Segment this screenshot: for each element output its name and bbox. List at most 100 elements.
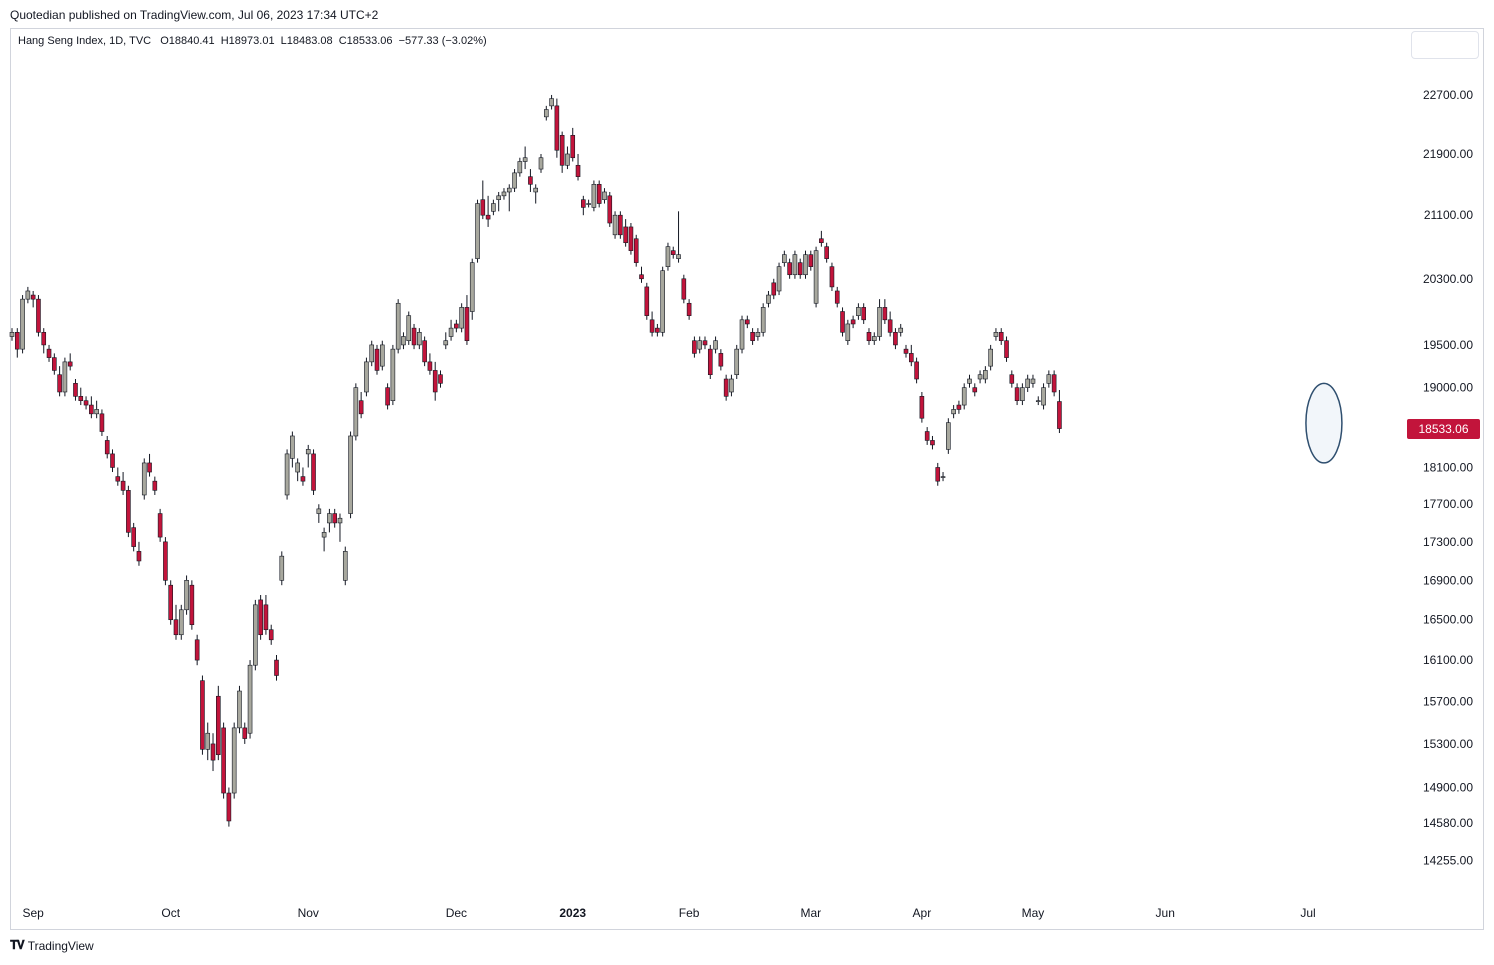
candle-up <box>448 327 454 337</box>
price-scale-button[interactable] <box>1411 31 1479 59</box>
x-tick-label: Jul <box>1300 906 1315 920</box>
brand-label: TradingView <box>27 938 94 953</box>
time-axis: Sep Oct Nov Dec 2023 Feb Mar Apr May Jun Jul <box>22 906 1315 920</box>
candle-down <box>1051 374 1057 393</box>
candle-up <box>475 203 480 259</box>
candle-down <box>1004 340 1009 358</box>
candle-up <box>512 172 517 189</box>
candle-down <box>919 396 925 419</box>
candle-down <box>274 659 279 676</box>
candle-down <box>157 513 163 538</box>
candle-up <box>417 332 422 346</box>
candle-up <box>62 361 68 393</box>
y-tick-label: 21900.00 <box>1423 147 1473 161</box>
candle-up <box>871 336 877 342</box>
candle-down <box>268 629 274 641</box>
candle-down <box>866 332 872 342</box>
candle-down <box>554 105 560 151</box>
candle-down <box>136 551 142 562</box>
x-tick-label: Oct <box>161 906 180 920</box>
y-tick-label: 21100.00 <box>1424 208 1473 222</box>
candle-down <box>194 639 200 661</box>
candle-down <box>163 541 168 581</box>
candle-down <box>829 266 835 288</box>
candle-up <box>951 409 956 415</box>
candle-up <box>406 315 412 342</box>
candle-down <box>99 413 105 432</box>
tradingview-logo-icon: 𝐓𝐕 <box>10 938 25 952</box>
y-tick-label: 14900.00 <box>1423 781 1473 795</box>
candle-down <box>850 319 856 325</box>
candle-up <box>766 294 771 304</box>
candle-down <box>570 135 576 159</box>
candle-down <box>427 361 433 371</box>
candle-up <box>845 323 851 342</box>
candle-up <box>316 508 322 514</box>
y-tick-label: 16100.00 <box>1423 653 1473 667</box>
x-tick-label: Mar <box>800 906 821 920</box>
candle-down <box>173 619 179 636</box>
candle-down <box>607 195 613 224</box>
candle-up <box>533 187 539 193</box>
candle-down <box>464 307 470 342</box>
footer-brand[interactable]: 𝐓𝐕 TradingView <box>10 938 94 953</box>
candle-down <box>924 431 930 441</box>
candle-down <box>30 294 36 300</box>
candle-down <box>882 307 888 321</box>
candle-up <box>9 332 15 337</box>
y-tick-label: 14255.00 <box>1423 853 1473 867</box>
candle-down <box>887 319 893 333</box>
candle-down <box>745 319 750 325</box>
candle-down <box>46 348 52 358</box>
last-price-tag: 18533.06 <box>1407 418 1480 439</box>
candle-down <box>686 302 692 316</box>
candle-down <box>834 290 840 304</box>
candle-up <box>522 157 528 162</box>
candle-up <box>946 422 951 450</box>
x-tick-label: Sep <box>22 906 44 920</box>
candle-up <box>353 387 359 437</box>
candle-up <box>321 532 327 538</box>
highlight-layer <box>1305 382 1343 464</box>
candle-down <box>41 332 47 346</box>
candle-up <box>290 435 295 459</box>
candle-down <box>226 792 232 822</box>
candle-up <box>395 302 401 350</box>
candle-up <box>305 449 311 455</box>
x-tick-label: Feb <box>679 906 700 920</box>
legend-symbol: Hang Seng Index, 1D, TVC <box>18 35 152 47</box>
candle-up <box>602 191 607 200</box>
candle-down <box>332 513 337 524</box>
y-tick-label: 19500.00 <box>1423 338 1473 352</box>
candle-up <box>792 254 798 276</box>
candle-down <box>903 348 909 354</box>
candle-down <box>411 327 417 346</box>
candle-down <box>998 332 1004 342</box>
candle-up <box>506 187 512 193</box>
candle-down <box>52 357 57 371</box>
y-tick-label: 18100.00 <box>1423 460 1473 474</box>
candle-down <box>819 238 824 244</box>
candle-up <box>205 732 211 750</box>
candle-down <box>147 462 152 473</box>
candle-up <box>1035 400 1041 402</box>
candle-down <box>956 404 962 410</box>
candle-down <box>618 214 623 236</box>
candle-down <box>221 727 226 794</box>
candle-up <box>141 462 147 496</box>
candle-down <box>67 361 73 367</box>
candle-up <box>813 250 819 304</box>
candle-down <box>385 387 390 406</box>
chart-frame[interactable] <box>10 28 1484 930</box>
candle-up <box>247 664 253 734</box>
candle-down <box>110 453 115 468</box>
candle-down <box>824 246 829 259</box>
y-tick-label: 20300.00 <box>1423 272 1473 286</box>
candle-up <box>1041 387 1046 406</box>
candle-down <box>707 348 713 376</box>
candle-up <box>20 298 25 350</box>
x-tick-label: Dec <box>446 906 467 920</box>
y-tick-label: 15700.00 <box>1423 694 1473 708</box>
legend-change: −577.33 (−3.02%) <box>398 35 487 47</box>
